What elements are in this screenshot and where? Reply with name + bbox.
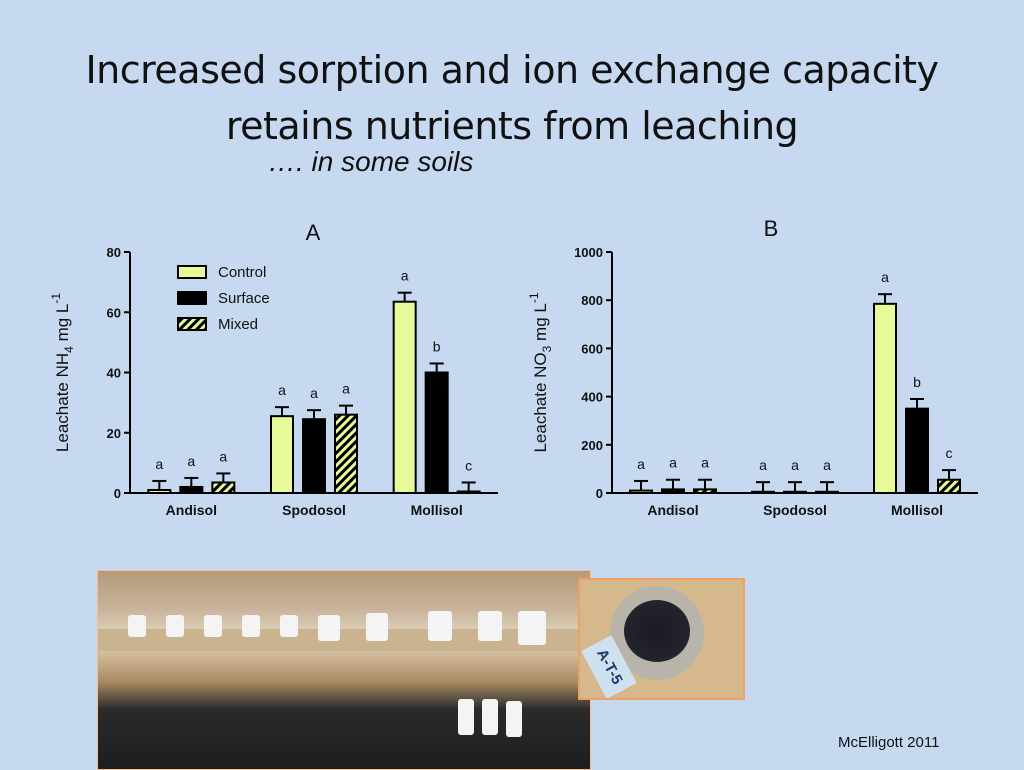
y-axis-label-superscript: -1 <box>49 293 63 304</box>
significance-letter: c <box>946 445 953 461</box>
y-tick-label: 60 <box>107 305 121 320</box>
significance-letter: a <box>823 457 831 473</box>
photo-column-closeup: A-T-5 <box>578 578 745 700</box>
bar <box>629 489 653 494</box>
bar <box>937 478 961 494</box>
bar <box>873 302 897 494</box>
slide-subtitle: …. in some soils <box>268 146 474 177</box>
x-category-label: Mollisol <box>891 502 943 518</box>
significance-letter: b <box>913 374 921 390</box>
bar <box>424 371 449 494</box>
photo-column <box>204 615 222 637</box>
significance-letter: a <box>637 456 645 472</box>
significance-letter: a <box>669 455 677 471</box>
bar <box>392 300 417 494</box>
photo-soil-sample <box>624 600 690 662</box>
y-tick-label: 40 <box>107 366 121 381</box>
bar <box>302 418 326 495</box>
photo-column <box>458 699 474 735</box>
bar <box>751 490 775 495</box>
bar <box>783 490 807 495</box>
significance-letter: a <box>881 269 889 285</box>
significance-letter: a <box>401 268 409 284</box>
photo-column <box>318 615 340 641</box>
legend-label: Surface <box>218 290 270 307</box>
y-tick-label: 800 <box>581 293 603 308</box>
y-tick-label: 400 <box>581 390 603 405</box>
chart-a: A 0 20 40 60 80 Leachate NH4 mg L-1 Andisol a a a S… <box>49 220 498 518</box>
photo-column <box>166 615 184 637</box>
significance-letter: c <box>465 457 472 473</box>
y-axis-label: Leachate NH4 mg L-1 <box>49 293 76 452</box>
title-line-2: retains nutrients from leaching <box>225 104 799 148</box>
significance-letter: a <box>791 457 799 473</box>
photo-column <box>428 611 452 641</box>
panel-label: A <box>306 220 321 245</box>
x-category-label: Mollisol <box>411 502 463 518</box>
significance-letter: b <box>433 338 441 354</box>
legend-label: Mixed <box>218 316 258 333</box>
bar <box>179 485 204 495</box>
y-tick-label: 1000 <box>574 245 603 260</box>
significance-letter: a <box>701 455 709 471</box>
significance-letter: a <box>155 456 163 472</box>
photo-column <box>506 701 522 737</box>
significance-letter: a <box>219 448 227 464</box>
y-axis-label: Leachate NO3 mg L-1 <box>527 292 554 452</box>
legend-swatch <box>177 265 207 279</box>
x-category-label: Andisol <box>166 502 217 518</box>
bar <box>334 413 358 494</box>
legend-swatch <box>177 291 207 305</box>
x-category-label: Spodosol <box>763 502 827 518</box>
y-axis-label-unit: mg L <box>53 304 72 347</box>
bar <box>661 488 685 495</box>
bar <box>211 481 236 494</box>
title-line-1: Increased sorption and ion exchange capa… <box>85 48 939 92</box>
significance-letter: a <box>759 457 767 473</box>
y-tick-label: 20 <box>107 426 121 441</box>
y-axis-label-text: Leachate NO <box>531 352 550 452</box>
photo-column <box>478 611 502 641</box>
photo-column <box>242 615 260 637</box>
significance-letter: a <box>342 381 350 397</box>
legend-swatch <box>177 317 207 331</box>
photo-column <box>366 613 388 641</box>
y-tick-label: 80 <box>107 245 121 260</box>
photo-column <box>280 615 298 637</box>
y-tick-label: 0 <box>596 486 603 501</box>
photo-column <box>518 611 546 645</box>
bar <box>693 488 717 495</box>
bar <box>815 490 839 495</box>
significance-letter: a <box>278 382 286 398</box>
y-axis-label-subscript: 4 <box>62 346 76 353</box>
y-tick-label: 200 <box>581 438 603 453</box>
photo-column <box>128 615 146 637</box>
bar <box>147 488 172 494</box>
significance-letter: a <box>310 385 318 401</box>
y-axis-label-superscript: -1 <box>527 292 541 303</box>
chart-b: B 0 200 400 600 800 1000 Leachate NO3 mg L-1 And… <box>527 216 978 518</box>
photo-column <box>482 699 498 735</box>
x-category-label: Andisol <box>647 502 698 518</box>
credit-text: McElligott 2011 <box>838 734 940 751</box>
y-tick-label: 0 <box>114 486 121 501</box>
x-category-label: Spodosol <box>282 502 346 518</box>
y-axis-label-subscript: 3 <box>540 345 554 352</box>
bar <box>270 415 294 494</box>
y-tick-label: 600 <box>581 341 603 356</box>
photo-leaching-columns <box>97 570 591 770</box>
panel-label: B <box>764 216 779 241</box>
y-axis-label-text: Leachate NH <box>53 353 72 452</box>
significance-letter: a <box>187 453 195 469</box>
y-axis-label-unit: mg L <box>531 303 550 346</box>
bar <box>456 490 481 494</box>
bar <box>905 407 929 494</box>
legend-label: Control <box>218 264 266 281</box>
slide-title: Increased sorption and ion exchange capa… <box>0 42 1024 154</box>
